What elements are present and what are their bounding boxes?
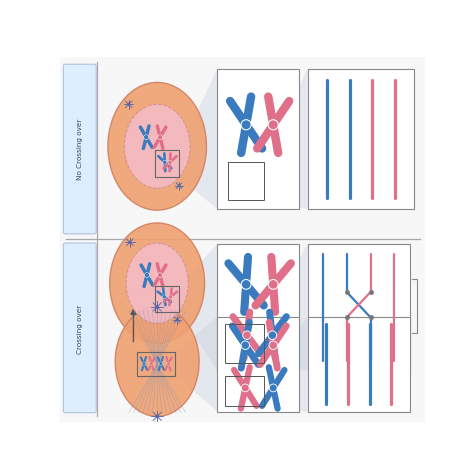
Circle shape bbox=[146, 273, 148, 277]
Text: Crossing over: Crossing over bbox=[77, 305, 83, 354]
Circle shape bbox=[158, 135, 162, 139]
Bar bbox=[218, 244, 300, 371]
Circle shape bbox=[243, 281, 250, 288]
Ellipse shape bbox=[124, 104, 190, 188]
Circle shape bbox=[269, 332, 275, 338]
Circle shape bbox=[144, 135, 148, 139]
Text: No Crossing over: No Crossing over bbox=[77, 118, 83, 180]
Circle shape bbox=[269, 280, 278, 289]
Circle shape bbox=[241, 280, 251, 289]
Circle shape bbox=[160, 363, 162, 365]
Polygon shape bbox=[175, 317, 218, 411]
Ellipse shape bbox=[115, 307, 199, 416]
Ellipse shape bbox=[108, 82, 207, 210]
Circle shape bbox=[269, 341, 277, 349]
Bar bbox=[308, 69, 414, 209]
Circle shape bbox=[164, 161, 166, 164]
Circle shape bbox=[156, 306, 158, 308]
Circle shape bbox=[270, 281, 277, 288]
Polygon shape bbox=[179, 244, 218, 371]
Circle shape bbox=[242, 384, 249, 392]
Circle shape bbox=[163, 296, 165, 298]
Circle shape bbox=[242, 342, 248, 348]
Circle shape bbox=[169, 295, 172, 298]
Circle shape bbox=[178, 185, 180, 186]
Circle shape bbox=[150, 363, 153, 365]
Circle shape bbox=[243, 331, 251, 339]
Circle shape bbox=[158, 273, 162, 277]
Circle shape bbox=[241, 120, 251, 130]
Bar bbox=[308, 317, 410, 411]
Circle shape bbox=[156, 415, 158, 418]
Ellipse shape bbox=[126, 243, 188, 323]
Circle shape bbox=[145, 136, 148, 139]
Circle shape bbox=[268, 120, 278, 130]
Ellipse shape bbox=[109, 223, 205, 343]
Circle shape bbox=[169, 161, 172, 164]
Circle shape bbox=[269, 121, 277, 128]
Circle shape bbox=[271, 385, 276, 391]
Polygon shape bbox=[264, 69, 308, 209]
Polygon shape bbox=[264, 317, 308, 411]
Circle shape bbox=[158, 136, 162, 139]
Bar bbox=[218, 69, 300, 209]
Bar bbox=[218, 317, 300, 411]
Circle shape bbox=[143, 363, 145, 365]
Circle shape bbox=[243, 385, 248, 391]
Circle shape bbox=[244, 332, 250, 338]
Bar bbox=[308, 244, 410, 371]
Circle shape bbox=[268, 331, 276, 339]
Circle shape bbox=[168, 363, 169, 365]
Circle shape bbox=[160, 363, 162, 365]
Bar bbox=[226, 376, 264, 406]
FancyBboxPatch shape bbox=[58, 55, 428, 424]
Bar bbox=[155, 286, 179, 311]
Polygon shape bbox=[264, 244, 308, 371]
Circle shape bbox=[145, 273, 149, 277]
Circle shape bbox=[169, 296, 172, 298]
Circle shape bbox=[169, 161, 171, 164]
Circle shape bbox=[143, 363, 145, 365]
Circle shape bbox=[163, 295, 166, 298]
Bar bbox=[228, 162, 264, 200]
Bar bbox=[137, 352, 175, 375]
Circle shape bbox=[242, 121, 250, 128]
Circle shape bbox=[270, 342, 276, 348]
Circle shape bbox=[128, 103, 129, 105]
Polygon shape bbox=[179, 69, 218, 209]
Circle shape bbox=[270, 384, 277, 392]
FancyBboxPatch shape bbox=[64, 64, 96, 234]
Circle shape bbox=[241, 341, 249, 349]
Circle shape bbox=[176, 319, 178, 320]
Circle shape bbox=[167, 363, 170, 365]
FancyBboxPatch shape bbox=[64, 243, 96, 413]
Circle shape bbox=[151, 363, 153, 365]
Bar bbox=[226, 324, 264, 363]
Circle shape bbox=[164, 161, 166, 164]
Circle shape bbox=[129, 241, 131, 243]
Circle shape bbox=[158, 273, 162, 277]
Bar bbox=[155, 150, 179, 177]
